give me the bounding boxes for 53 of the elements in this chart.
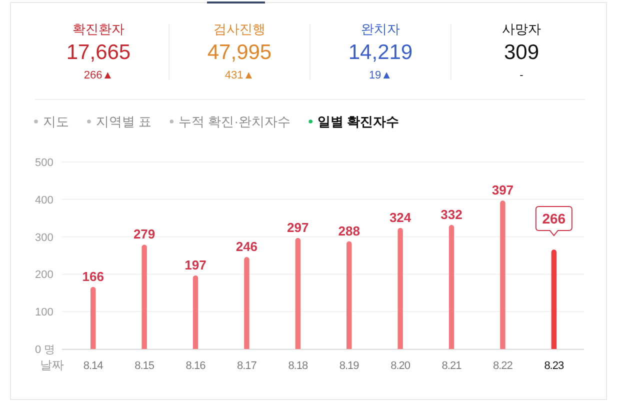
text: 일별 확진자수	[318, 114, 400, 129]
data-label: 324	[389, 210, 412, 225]
x-tick-label: 8.17	[236, 360, 257, 372]
bar	[448, 224, 454, 349]
text: -	[520, 70, 524, 82]
x-tick-label: 8.19	[339, 360, 360, 372]
text: 확진환자	[72, 22, 124, 36]
x-tick-label: 8.20	[390, 360, 410, 372]
text: 사망자	[502, 22, 541, 36]
x-axis-title: 날짜	[40, 358, 64, 372]
data-label: 166	[82, 268, 104, 284]
x-tick-label: 8.23	[544, 360, 564, 372]
y-tick-label: 500	[35, 157, 54, 169]
bar	[192, 275, 198, 349]
text: 19▲	[368, 70, 392, 82]
text: 266▲	[84, 70, 114, 82]
data-label: 397	[492, 182, 514, 198]
text: 누적 확진·완치자수	[178, 114, 291, 129]
data-label: 266	[542, 210, 566, 227]
bar	[346, 241, 352, 349]
data-label: 332	[440, 206, 462, 222]
data-label: 288	[338, 223, 360, 238]
x-tick-label: 8.21	[442, 360, 462, 372]
data-label: 297	[287, 220, 309, 235]
x-tick-label: 8.15	[134, 360, 154, 372]
text: 지역별 표	[96, 114, 152, 129]
x-tick-label: 8.18	[288, 360, 308, 372]
data-label: 246	[236, 238, 258, 254]
x-tick-label: 8.14	[83, 360, 104, 372]
y-tick-label: 400	[35, 194, 54, 206]
text: 검사진행	[214, 22, 266, 36]
bar	[142, 244, 147, 349]
bar	[551, 250, 556, 349]
text: 47,995	[207, 41, 272, 64]
y-tick-label: 200	[35, 269, 54, 282]
text: 완치자	[361, 22, 400, 36]
bar	[398, 228, 403, 349]
data-label: 279	[133, 226, 156, 242]
y-tick-label: 300	[35, 232, 54, 244]
text: 309	[504, 41, 540, 64]
bar	[244, 257, 250, 349]
y-tick-label: 0 명	[35, 344, 56, 356]
x-tick-label: 8.16	[186, 360, 206, 372]
text: 14,219	[348, 41, 413, 64]
text: 431▲	[224, 70, 254, 82]
bar	[500, 200, 506, 349]
x-tick-label: 8.22	[492, 360, 513, 372]
bar	[295, 238, 300, 349]
y-tick-label: 100	[35, 306, 54, 319]
bar	[90, 286, 96, 349]
text: 17,665	[66, 41, 131, 64]
data-label: 197	[184, 257, 206, 272]
text: 지도	[43, 114, 69, 129]
